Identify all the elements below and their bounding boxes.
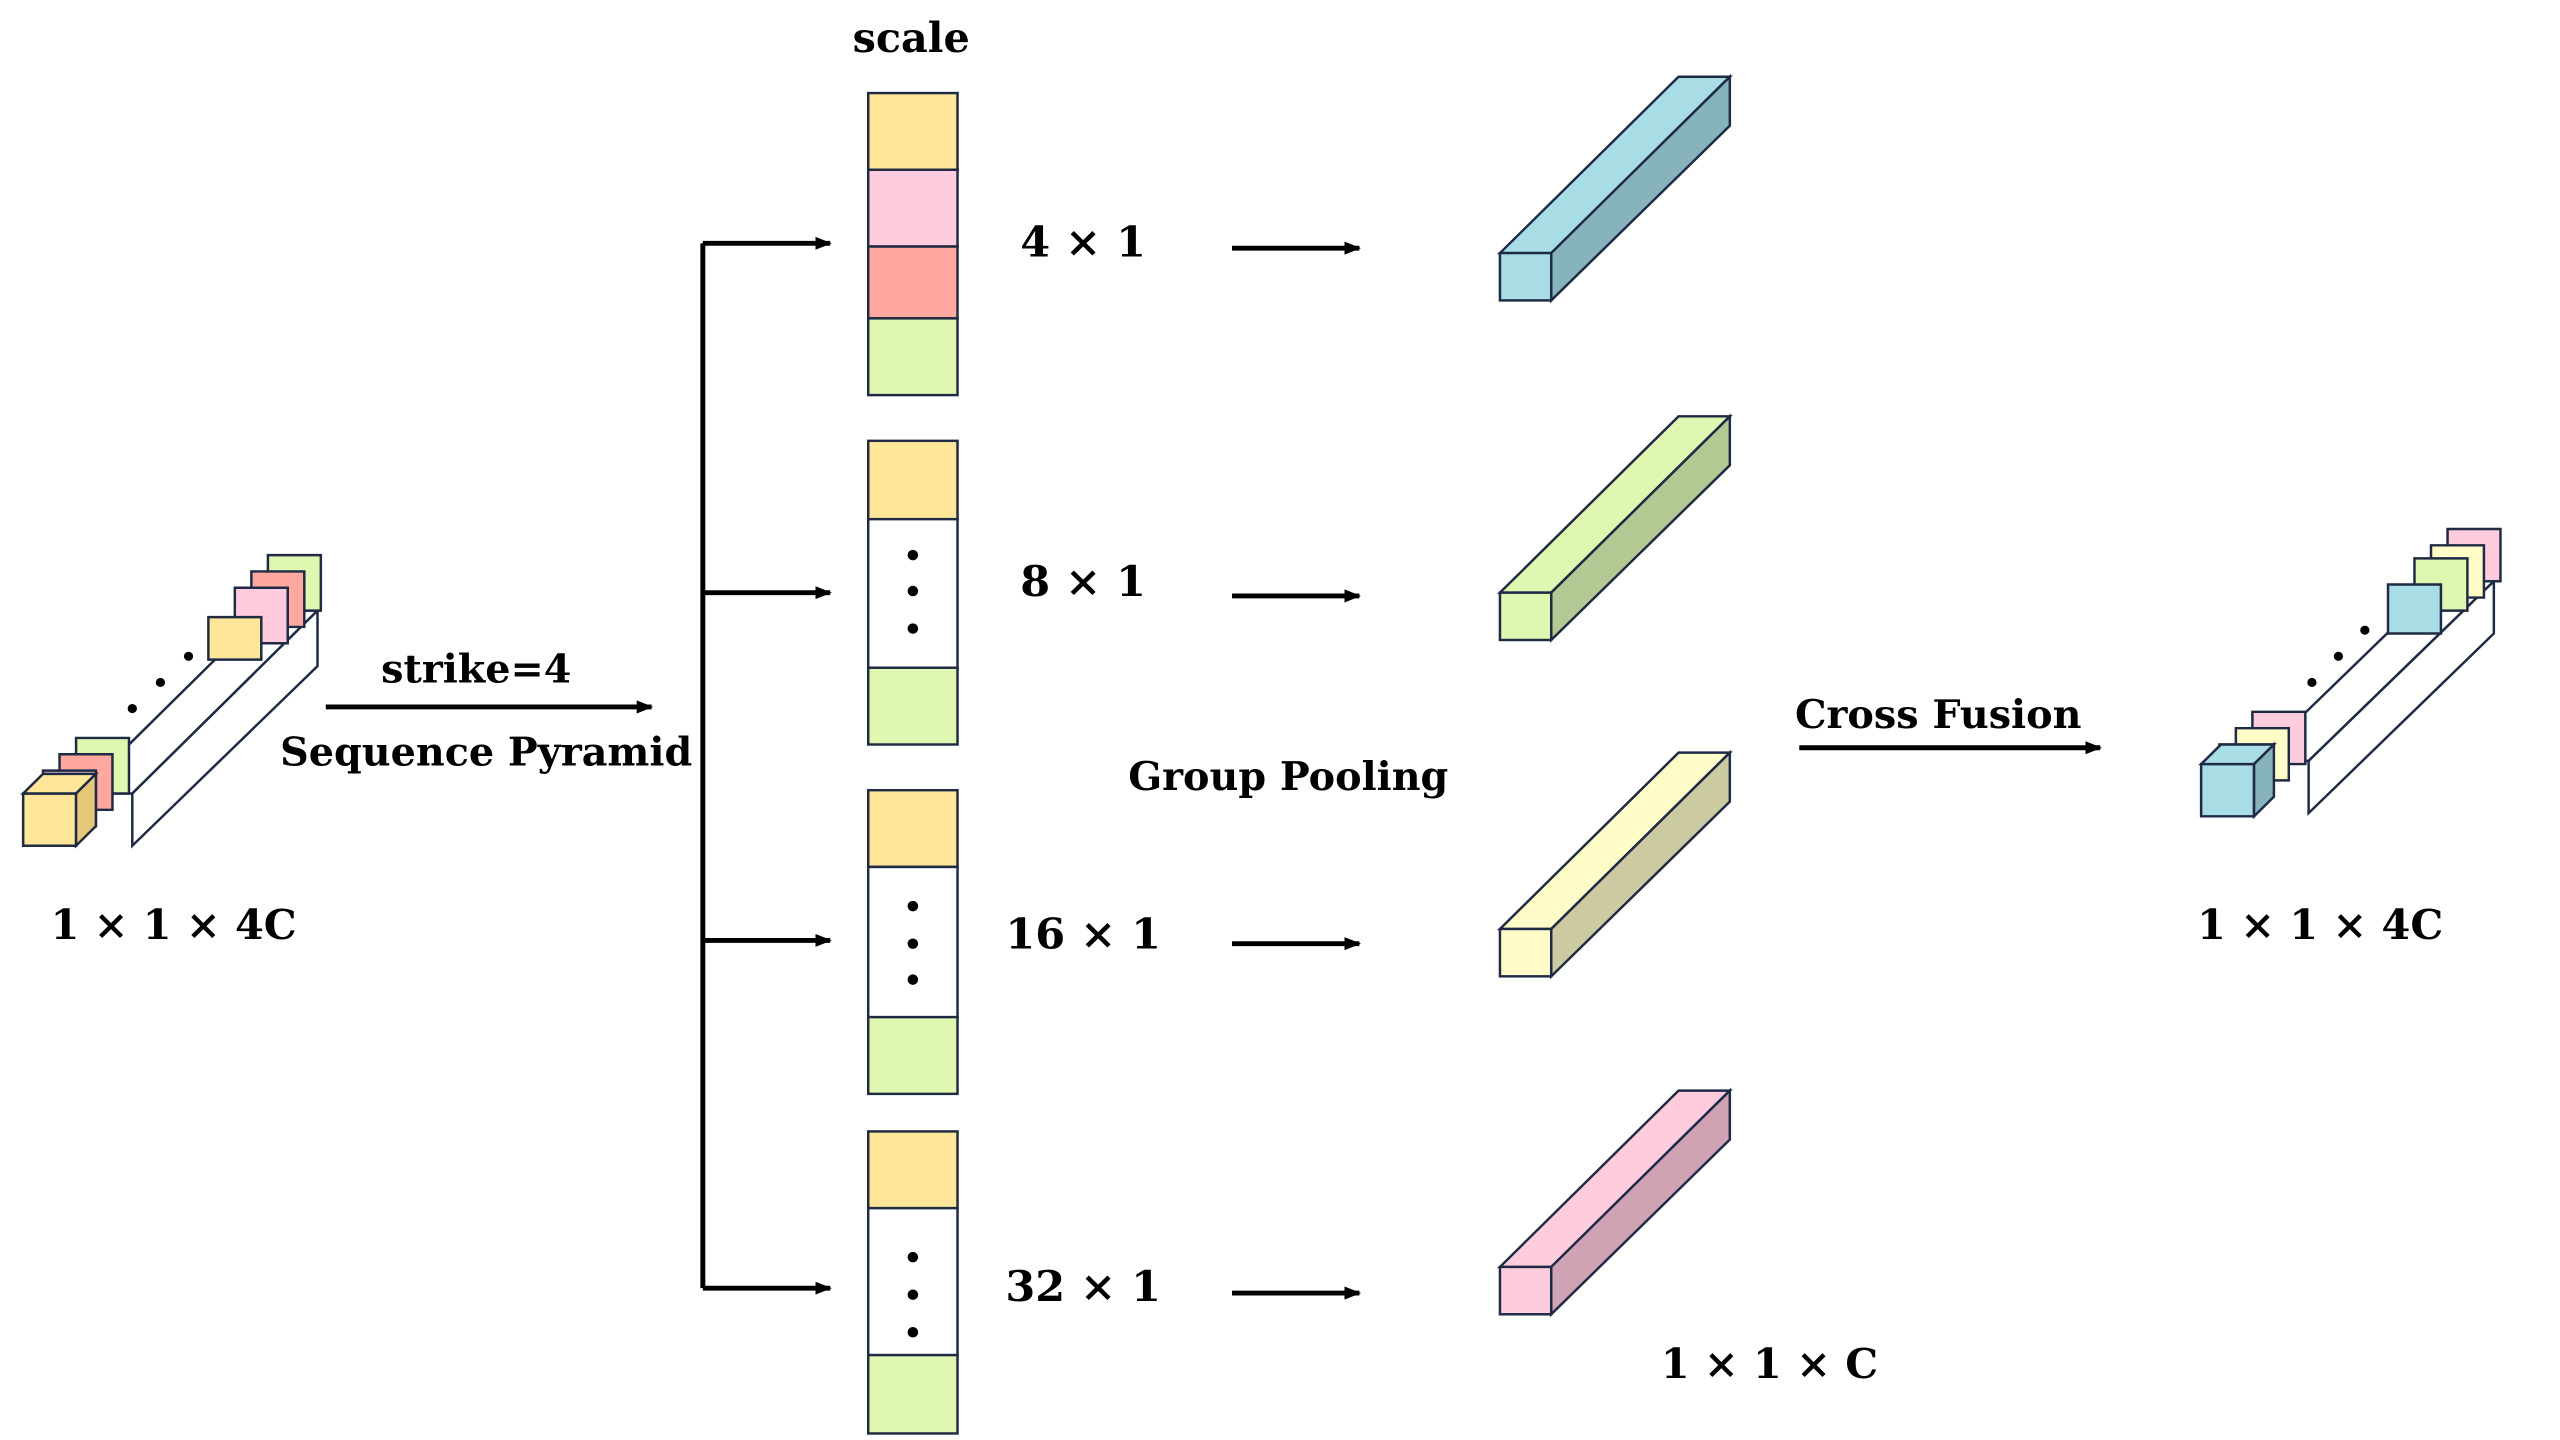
output-dim-label: 1 × 1 × 4C (2197, 900, 2443, 949)
scale-label-32x1: 32 × 1 (1005, 1262, 1161, 1312)
input-feature-bar (20, 553, 323, 849)
scale-dots-8x1 (907, 549, 919, 634)
output-feature-bar (2198, 527, 2502, 820)
input-dim-label: 1 × 1 × 4C (51, 900, 297, 949)
pooling-arrows (1232, 241, 1362, 1300)
sequence-pyramid-label: Sequence Pyramid (280, 730, 692, 776)
scale-stack-32x1 (866, 1130, 959, 1435)
scale-label-8x1: 8 × 1 (1020, 557, 1146, 607)
scale-dots-16x1 (907, 900, 919, 985)
pooled-bar-green (1496, 413, 1733, 643)
pooled-bar-yellow (1496, 749, 1733, 980)
scale-header: scale (853, 13, 970, 62)
pooled-dim-label: 1 × 1 × C (1661, 1339, 1878, 1388)
scale-label-4x1: 4 × 1 (1020, 218, 1146, 268)
group-pooling-label: Group Pooling (1128, 754, 1448, 800)
input-dots (127, 651, 194, 714)
output-dots (2307, 625, 2370, 688)
pooled-bar-cyan (1496, 73, 1733, 304)
pooled-bar-pink (1496, 1087, 1733, 1318)
scale-dots-32x1 (907, 1251, 919, 1338)
cross-fusion-label: Cross Fusion (1795, 692, 2081, 738)
scale-label-16x1: 16 × 1 (1005, 910, 1161, 960)
strike-label: strike=4 (381, 647, 571, 693)
scale-stack-8x1 (866, 439, 959, 746)
branch-connector (700, 236, 832, 1295)
scale-stack-4x1 (866, 91, 959, 397)
